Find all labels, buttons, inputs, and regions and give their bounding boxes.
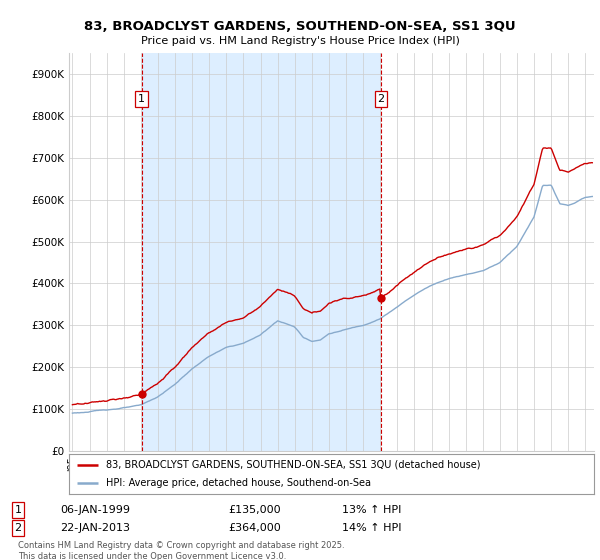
Text: 83, BROADCLYST GARDENS, SOUTHEND-ON-SEA, SS1 3QU: 83, BROADCLYST GARDENS, SOUTHEND-ON-SEA,… xyxy=(84,20,516,32)
Text: 83, BROADCLYST GARDENS, SOUTHEND-ON-SEA, SS1 3QU (detached house): 83, BROADCLYST GARDENS, SOUTHEND-ON-SEA,… xyxy=(106,460,480,470)
Text: Contains HM Land Registry data © Crown copyright and database right 2025.
This d: Contains HM Land Registry data © Crown c… xyxy=(18,542,344,560)
Text: £135,000: £135,000 xyxy=(228,505,281,515)
Text: 1: 1 xyxy=(138,94,145,104)
Text: 22-JAN-2013: 22-JAN-2013 xyxy=(60,523,130,533)
Text: HPI: Average price, detached house, Southend-on-Sea: HPI: Average price, detached house, Sout… xyxy=(106,478,371,488)
Text: 13% ↑ HPI: 13% ↑ HPI xyxy=(342,505,401,515)
Bar xyxy=(142,53,381,451)
Text: £364,000: £364,000 xyxy=(228,523,281,533)
Text: 1: 1 xyxy=(14,505,22,515)
Text: 2: 2 xyxy=(377,94,385,104)
Text: 06-JAN-1999: 06-JAN-1999 xyxy=(60,505,130,515)
Text: 14% ↑ HPI: 14% ↑ HPI xyxy=(342,523,401,533)
Text: Price paid vs. HM Land Registry's House Price Index (HPI): Price paid vs. HM Land Registry's House … xyxy=(140,36,460,46)
Text: 2: 2 xyxy=(14,523,22,533)
